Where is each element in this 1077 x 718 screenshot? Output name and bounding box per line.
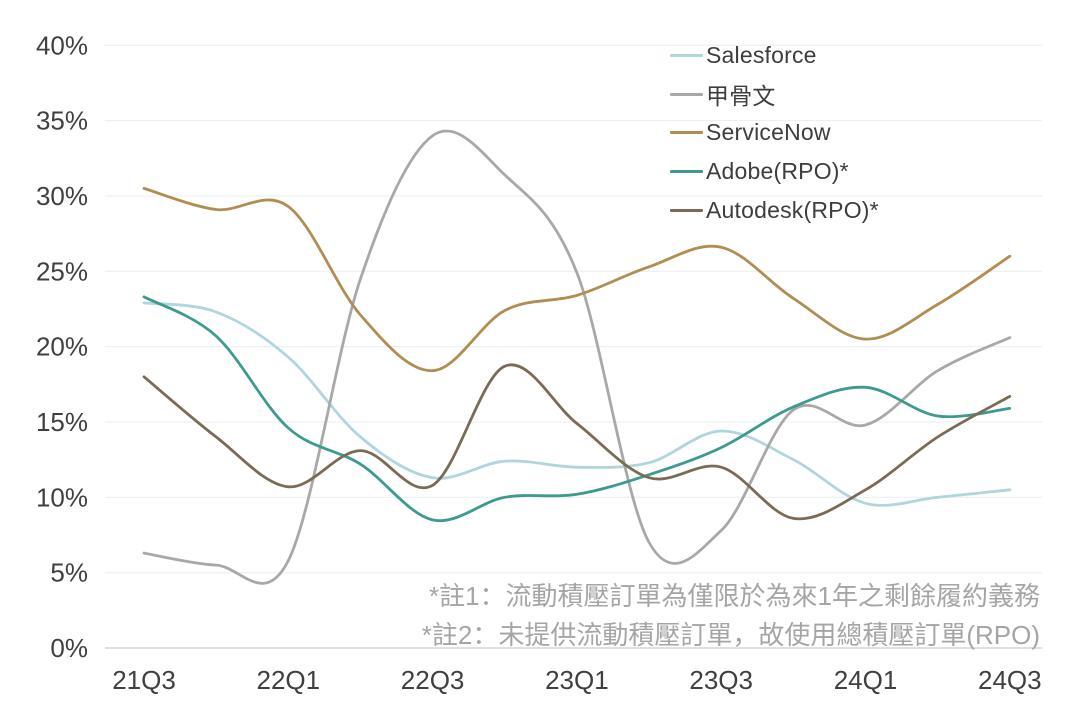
x-tick-label-21Q3: 21Q3 — [112, 665, 176, 695]
series-line-servicenow — [142, 187, 1012, 373]
legend-item-salesforce: Salesforce — [670, 36, 879, 75]
y-tick-label-35: 35% — [36, 106, 88, 136]
y-tick-label-0: 0% — [50, 633, 88, 663]
y-tick-label-20: 20% — [36, 332, 88, 362]
legend-item-servicenow: ServiceNow — [670, 114, 879, 153]
y-tick-label-15: 15% — [36, 407, 88, 437]
legend-swatch-oracle — [670, 92, 703, 96]
legend-label-servicenow: ServiceNow — [706, 119, 831, 146]
series-line-autodesk-rpo — [142, 363, 1012, 521]
legend: Salesforce 甲骨文 ServiceNow Adobe(RPO)* Au… — [670, 36, 879, 230]
footnotes: *註1：流動積壓訂單為僅限於為來1年之剩餘履約義務 *註2：未提供流動積壓訂單，… — [422, 577, 1040, 655]
gridlines — [105, 44, 1042, 649]
legend-item-autodesk: Autodesk(RPO)* — [670, 191, 879, 230]
footnote-2: *註2：未提供流動積壓訂單，故使用總積壓訂單(RPO) — [421, 620, 1040, 650]
x-tick-label-24Q1: 24Q1 — [834, 665, 898, 695]
x-tick-label-22Q3: 22Q3 — [401, 665, 465, 695]
series-line-adobe-rpo — [142, 295, 1012, 523]
legend-swatch-servicenow — [670, 131, 703, 135]
series-paths — [142, 129, 1012, 585]
y-axis-labels: 0% 5% 10% 15% 20% 25% 30% 35% 40% — [36, 30, 88, 663]
x-tick-label-23Q3: 23Q3 — [689, 665, 753, 695]
legend-label-autodesk: Autodesk(RPO)* — [706, 197, 879, 224]
x-tick-label-22Q1: 22Q1 — [256, 665, 320, 695]
legend-item-oracle: 甲骨文 — [670, 75, 879, 114]
series-line-salesforce — [142, 301, 1012, 507]
y-tick-label-5: 5% — [50, 558, 88, 588]
legend-label-oracle: 甲骨文 — [706, 83, 776, 110]
x-tick-label-24Q3: 24Q3 — [978, 665, 1042, 695]
x-axis-labels: 21Q3 22Q1 22Q3 23Q1 23Q3 24Q1 24Q3 — [112, 665, 1041, 695]
series-line-series — [142, 129, 1012, 585]
y-tick-label-25: 25% — [36, 256, 88, 286]
legend-label-adobe: Adobe(RPO)* — [706, 158, 849, 185]
legend-swatch-autodesk — [670, 209, 703, 213]
legend-label-salesforce: Salesforce — [706, 41, 817, 68]
legend-item-adobe: Adobe(RPO)* — [670, 152, 879, 191]
footnote-1: *註1：流動積壓訂單為僅限於為來1年之剩餘履約義務 — [428, 581, 1040, 611]
legend-swatch-adobe — [670, 170, 703, 174]
legend-swatch-salesforce — [670, 53, 703, 57]
x-tick-label-23Q1: 23Q1 — [545, 665, 609, 695]
y-tick-label-30: 30% — [36, 181, 88, 211]
y-tick-label-10: 10% — [36, 482, 88, 512]
y-tick-label-40: 40% — [36, 30, 88, 60]
